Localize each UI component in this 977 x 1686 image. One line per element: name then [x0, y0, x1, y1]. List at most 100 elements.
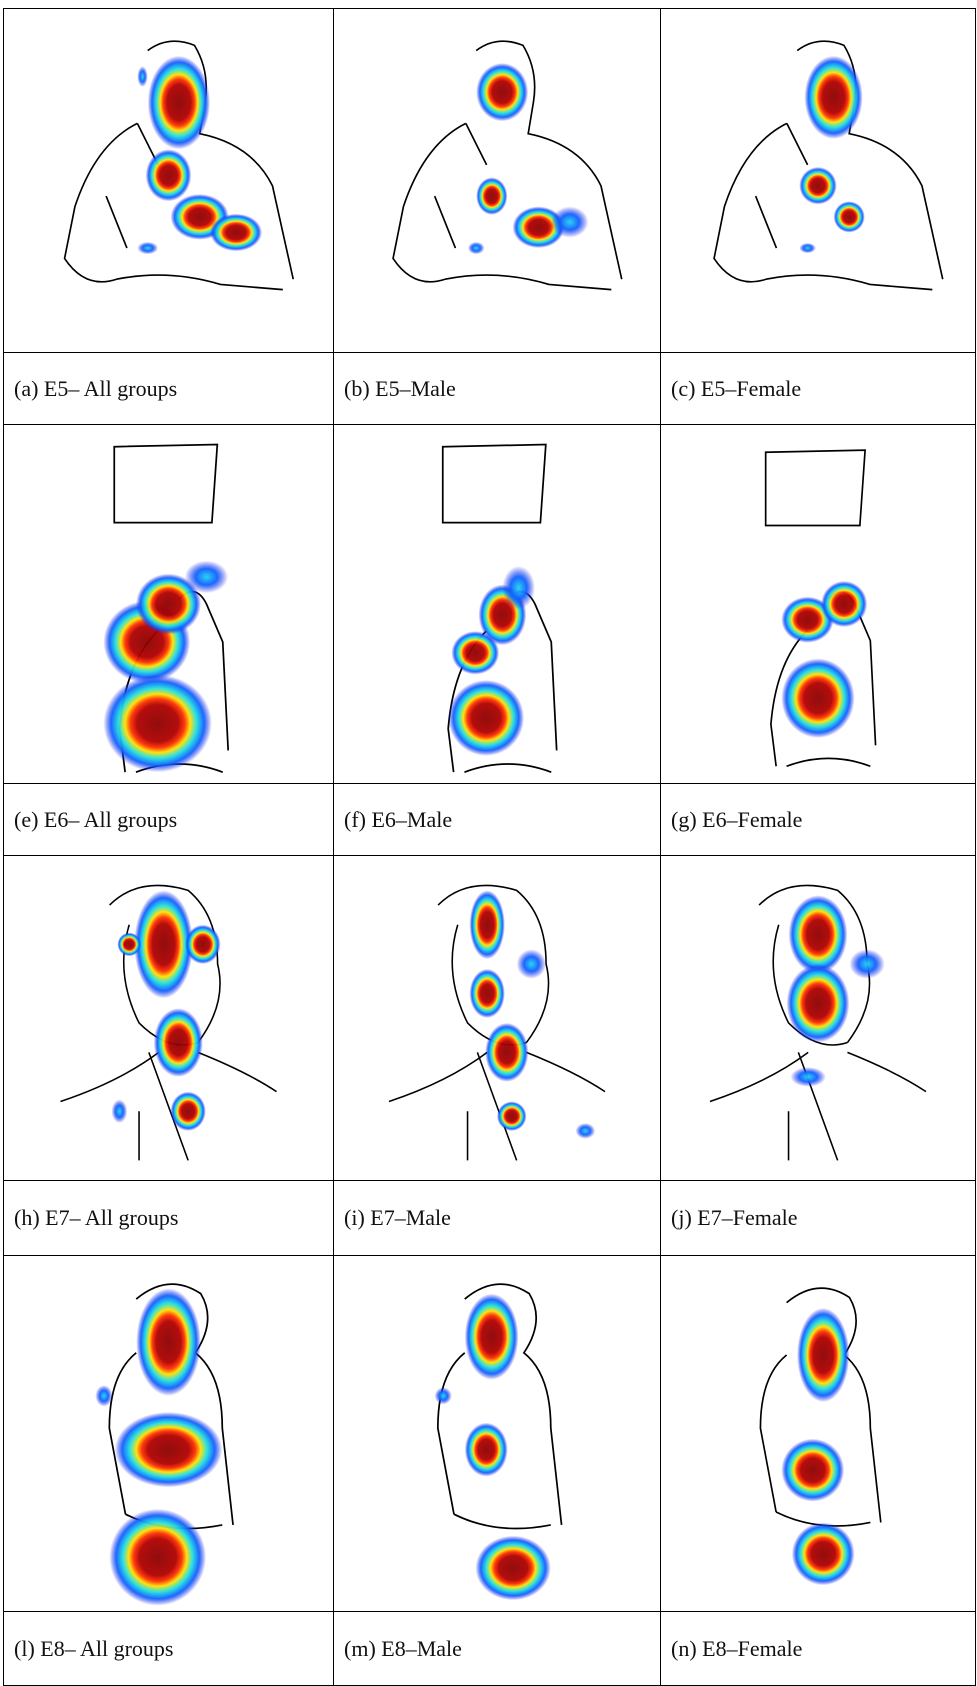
image-row [3, 424, 976, 784]
heat-blob [786, 964, 850, 1043]
figure-outline [392, 40, 623, 291]
image-cell [3, 855, 334, 1181]
heat-blob [451, 631, 500, 675]
heatmap [388, 884, 606, 1161]
heat-blob [781, 658, 855, 738]
heat-blob [134, 890, 194, 999]
figure-outline [709, 884, 927, 1161]
heat-blob [476, 177, 508, 215]
heatmap [392, 40, 623, 291]
heat-blob [799, 242, 816, 254]
image-row [3, 1255, 976, 1612]
heat-blob [575, 1123, 596, 1139]
figure-outline [60, 884, 277, 1161]
heat-blob [804, 55, 863, 139]
image-cell [333, 1255, 661, 1612]
heatmap [434, 1283, 563, 1601]
caption-row: (h) E7– All groups (i) E7–Male (j) E7–Fema… [3, 1180, 976, 1256]
heat-blob [145, 149, 192, 202]
heat-blob [117, 932, 142, 957]
heat-blob [467, 241, 485, 255]
heat-blob [516, 949, 547, 979]
heat-blob [502, 566, 535, 610]
image-cell [3, 424, 334, 784]
caption-row: (l) E8– All groups (m) E8–Male (n) E8–Fema… [3, 1611, 976, 1686]
image-cell [660, 8, 976, 353]
heat-blob [464, 1293, 519, 1380]
heat-blob [109, 1508, 207, 1606]
heat-blob [147, 55, 211, 150]
heat-blob [135, 573, 202, 635]
image-cell [333, 424, 661, 784]
heat-blob [185, 924, 221, 964]
image-cell [660, 1255, 976, 1612]
caption: (e) E6– All groups [3, 783, 334, 856]
caption: (m) E8–Male [333, 1611, 661, 1686]
heat-blob [469, 890, 505, 960]
heat-blob [799, 166, 837, 205]
heatmap [713, 40, 944, 291]
heat-blob [849, 949, 885, 979]
heatmap [63, 40, 295, 291]
heatmap [103, 443, 230, 773]
caption: (a) E5– All groups [3, 352, 334, 425]
caption: (n) E8–Female [660, 1611, 976, 1686]
heatmap [60, 884, 277, 1161]
heat-blob [781, 1438, 845, 1502]
image-cell [660, 855, 976, 1181]
caption-row: (a) E5– All groups (b) E5–Male (c) E5–Fema… [3, 352, 976, 425]
caption: (f) E6–Male [333, 783, 661, 856]
heat-blob [95, 1385, 113, 1407]
heat-blob [833, 201, 865, 233]
caption: (l) E8– All groups [3, 1611, 334, 1686]
heat-blob [790, 1067, 826, 1087]
heatmap [764, 449, 877, 768]
heat-blob [821, 580, 868, 628]
caption: (b) E5–Male [333, 352, 661, 425]
image-cell [3, 8, 334, 353]
heat-blob [448, 679, 525, 756]
heat-blob [464, 1422, 508, 1477]
caption-row: (e) E6– All groups (f) E6–Male (g) E6–Fema… [3, 783, 976, 856]
heat-blob [485, 1022, 529, 1082]
image-cell [333, 855, 661, 1181]
caption: (j) E7–Female [660, 1180, 976, 1256]
heat-blob [137, 66, 148, 87]
heat-blob [791, 1522, 855, 1586]
heat-blob [469, 968, 505, 1018]
caption: (h) E7– All groups [3, 1180, 334, 1256]
image-row [3, 8, 976, 353]
caption: (g) E6–Female [660, 783, 976, 856]
image-cell [333, 8, 661, 353]
figure-outline [388, 884, 606, 1161]
heat-blob [170, 1091, 206, 1131]
figure-outline [436, 1283, 563, 1530]
heatmap [709, 884, 927, 1161]
image-cell [3, 1255, 334, 1612]
heat-blob [781, 596, 834, 643]
heat-blob [551, 206, 589, 238]
heatmap [441, 443, 558, 773]
heat-blob [797, 1307, 850, 1403]
heat-blob [475, 1535, 551, 1601]
heat-blob [512, 206, 565, 249]
heat-blob [184, 560, 229, 594]
image-row [3, 855, 976, 1181]
heat-blob [476, 63, 529, 122]
heat-blob [210, 213, 263, 252]
image-cell [660, 424, 976, 784]
caption: (i) E7–Male [333, 1180, 661, 1256]
heat-blob [103, 674, 212, 773]
heat-blob [137, 241, 159, 255]
figure-table: (a) E5– All groups (b) E5–Male (c) E5–Fema… [3, 8, 976, 1686]
heat-blob [153, 1008, 203, 1077]
heat-blob [136, 1288, 201, 1396]
heat-blob [111, 1099, 128, 1124]
heatmap [759, 1287, 882, 1586]
heat-blob [434, 1387, 452, 1405]
heatmap [95, 1283, 234, 1606]
heat-blob [788, 895, 848, 974]
heat-blob [114, 1411, 223, 1488]
heat-blob [497, 1101, 527, 1131]
